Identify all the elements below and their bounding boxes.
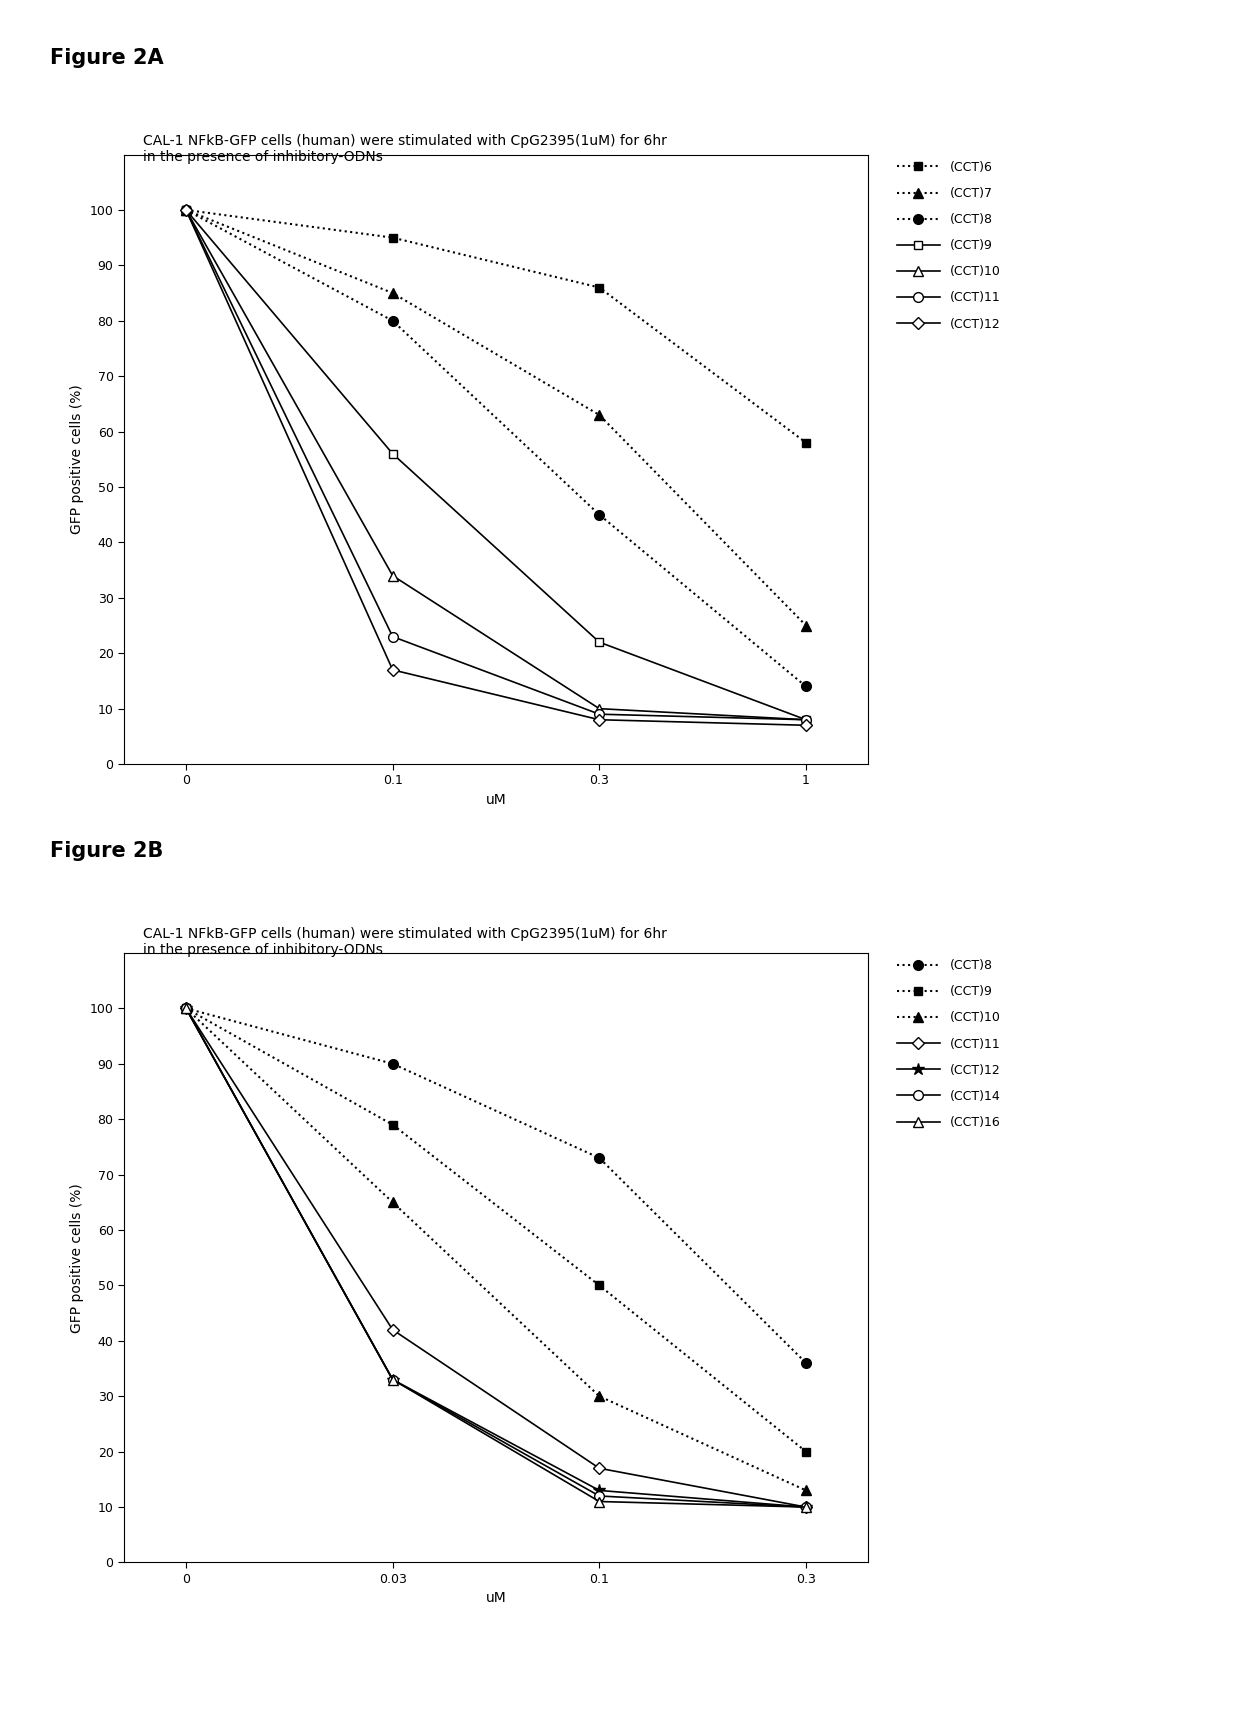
Legend: (CCT)6, (CCT)7, (CCT)8, (CCT)9, (CCT)10, (CCT)11, (CCT)12: (CCT)6, (CCT)7, (CCT)8, (CCT)9, (CCT)10,…	[897, 161, 1001, 331]
Text: Figure 2A: Figure 2A	[50, 48, 164, 69]
Y-axis label: GFP positive cells (%): GFP positive cells (%)	[71, 385, 84, 534]
Text: Figure 2B: Figure 2B	[50, 841, 162, 862]
Legend: (CCT)8, (CCT)9, (CCT)10, (CCT)11, (CCT)12, (CCT)14, (CCT)16: (CCT)8, (CCT)9, (CCT)10, (CCT)11, (CCT)1…	[897, 960, 1001, 1130]
Text: CAL-1 NFkB-GFP cells (human) were stimulated with CpG2395(1uM) for 6hr
in the pr: CAL-1 NFkB-GFP cells (human) were stimul…	[143, 134, 666, 165]
Text: CAL-1 NFkB-GFP cells (human) were stimulated with CpG2395(1uM) for 6hr
in the pr: CAL-1 NFkB-GFP cells (human) were stimul…	[143, 927, 666, 958]
Y-axis label: GFP positive cells (%): GFP positive cells (%)	[71, 1183, 84, 1332]
X-axis label: uM: uM	[486, 1592, 506, 1605]
X-axis label: uM: uM	[486, 793, 506, 807]
